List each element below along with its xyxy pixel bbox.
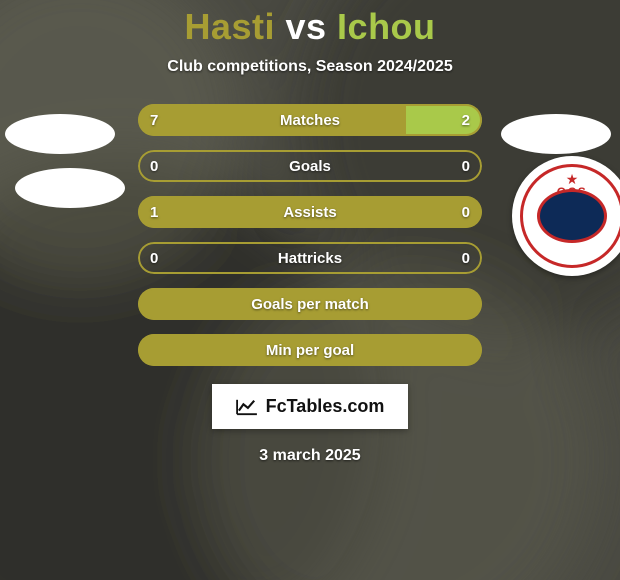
stat-label: Matches — [138, 104, 482, 136]
stat-label: Assists — [138, 196, 482, 228]
stat-row: 72Matches — [138, 104, 482, 136]
stat-row: Min per goal — [138, 334, 482, 366]
stat-row: 00Goals — [138, 150, 482, 182]
comparison-bars: 72Matches 00Goals 10Assists 00Hattricks Goal… — [138, 104, 482, 366]
stat-row: 10Assists — [138, 196, 482, 228]
chart-icon — [236, 398, 258, 416]
page-title: Hasti vs Ichou — [184, 6, 435, 48]
title-player-right: Ichou — [337, 6, 436, 47]
subtitle: Club competitions, Season 2024/2025 — [167, 58, 452, 76]
stat-row: Goals per match — [138, 288, 482, 320]
title-vs: vs — [285, 6, 326, 47]
source-badge: FcTables.com — [212, 384, 409, 429]
stat-row: 00Hattricks — [138, 242, 482, 274]
player-right-ellipse — [501, 114, 611, 154]
comparison-section: ★ OCS 72Matches 00Goals 10Assists 00Hattric… — [0, 104, 620, 366]
stat-label: Goals — [138, 150, 482, 182]
player-left-ellipse-2 — [15, 168, 125, 208]
player-left-ellipse-1 — [5, 114, 115, 154]
title-player-left: Hasti — [184, 6, 275, 47]
stat-label: Min per goal — [138, 334, 482, 366]
stat-label: Hattricks — [138, 242, 482, 274]
date-label: 3 march 2025 — [259, 447, 360, 465]
stat-label: Goals per match — [138, 288, 482, 320]
source-badge-text: FcTables.com — [266, 396, 385, 417]
club-logo: ★ OCS — [512, 156, 620, 276]
